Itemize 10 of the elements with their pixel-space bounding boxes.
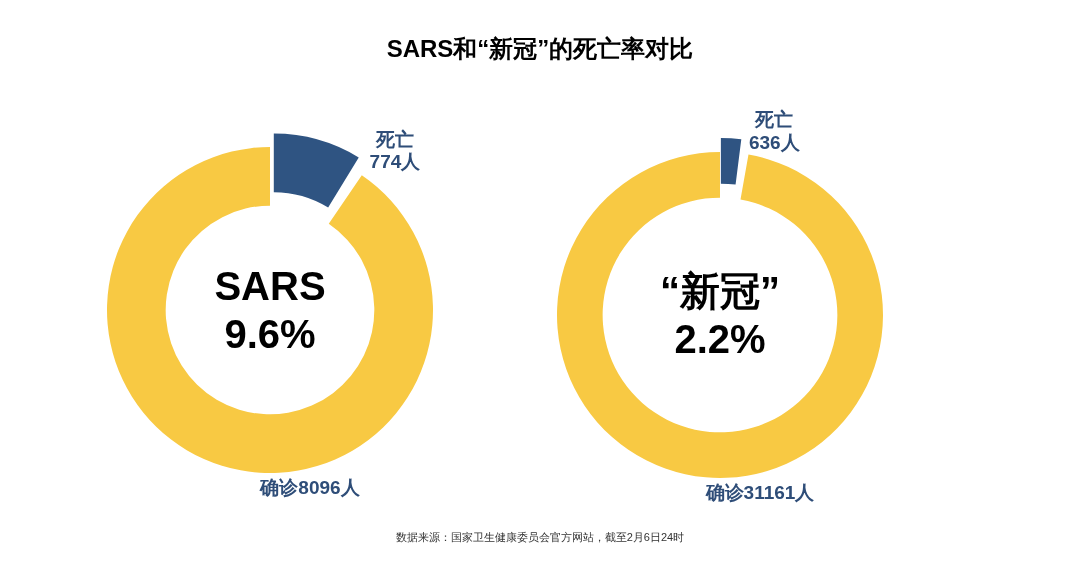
slice-label: 确诊8096人 bbox=[259, 476, 361, 498]
slice-label: 确诊31161人 bbox=[704, 481, 816, 503]
text: “新冠” 2.2% bbox=[660, 269, 780, 361]
slice-label: 死亡 bbox=[374, 128, 414, 150]
source-note: 数据来源：国家卫生健康委员会官方网站，截至2月6日24时 bbox=[395, 531, 685, 543]
text: SARS 9.6% bbox=[214, 264, 326, 356]
slice-label: 死亡 bbox=[754, 109, 794, 131]
text: SARS和“新冠”的死亡率对比 bbox=[386, 34, 694, 62]
data-label: 636人 bbox=[748, 132, 801, 154]
data-label: 774人 bbox=[369, 151, 422, 173]
